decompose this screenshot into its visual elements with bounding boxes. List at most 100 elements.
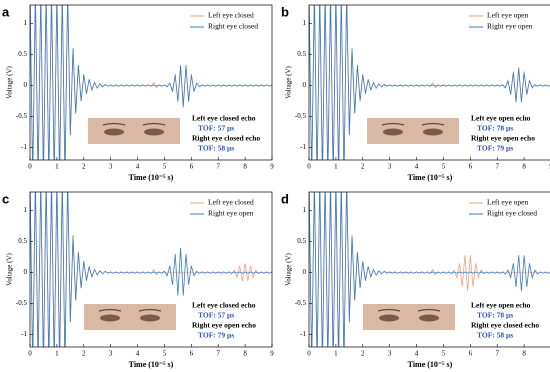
signal-line: [30, 192, 272, 347]
x-axis-label: Time (10⁻⁵ s): [408, 360, 453, 369]
x-axis-label: Time (10⁻⁵ s): [408, 173, 453, 182]
photo-bg: [88, 118, 180, 144]
panel: 0 1 2 3 4 5 6 7 8 -1 -0.5 0 0.5 1 Time (10⁻⁵ s) Voltage…: [281, 191, 550, 369]
x-tick-label: 9: [270, 350, 274, 358]
y-axis-label: Voltage (V): [285, 252, 293, 285]
brow: [381, 122, 405, 126]
x-tick-label: 3: [388, 350, 392, 358]
x-tick-label: 7: [216, 163, 220, 171]
y-tick-label: -1: [300, 143, 306, 151]
eye: [383, 128, 403, 136]
x-tick-label: 1: [55, 163, 59, 171]
y-tick-label: 1: [24, 19, 28, 27]
x-tick-label: 2: [82, 163, 86, 171]
x-tick-label: 0: [28, 163, 32, 171]
eye-photo: [367, 118, 459, 144]
eye: [104, 128, 124, 136]
x-tick-label: 0: [307, 163, 311, 171]
y-tick-label: -0.5: [16, 112, 28, 120]
x-tick-label: 0: [307, 350, 311, 358]
plot-frame: [308, 4, 550, 161]
y-tick-label: 0: [24, 268, 28, 276]
legend-label: Left eye open: [487, 198, 528, 207]
annotation: TOF: 79 μs: [198, 331, 234, 340]
eye-photo: [363, 304, 455, 330]
x-tick-label: 9: [270, 163, 274, 171]
x-tick-label: 1: [55, 350, 59, 358]
x-tick-label: 1: [334, 350, 338, 358]
y-tick-label: 0.5: [18, 237, 27, 245]
x-tick-label: 7: [495, 350, 499, 358]
y-axis-label: Voltage (V): [285, 65, 293, 98]
x-tick-label: 7: [495, 163, 499, 171]
annotation: TOF: 57 μs: [198, 124, 234, 133]
x-tick-label: 6: [469, 163, 473, 171]
legend-label: Right eye open: [487, 22, 533, 31]
x-tick-label: 8: [522, 350, 526, 358]
annotation: TOF: 58 μs: [477, 331, 513, 340]
annotation: TOF: 57 μs: [198, 311, 234, 320]
x-tick-label: 8: [522, 163, 526, 171]
annotation: Right eye closed echo: [471, 321, 539, 330]
y-tick-label: 1: [24, 206, 28, 214]
y-tick-label: 0: [303, 268, 307, 276]
brow: [377, 308, 401, 312]
legend-label: Right eye open: [208, 209, 254, 218]
x-tick-label: 5: [163, 350, 167, 358]
y-axis-label: Voltage (V): [6, 252, 14, 285]
panel-label: b: [281, 4, 289, 19]
annotation: TOF: 78 μs: [477, 124, 513, 133]
x-tick-label: 2: [82, 350, 86, 358]
x-tick-label: 4: [136, 350, 140, 358]
brow: [138, 308, 162, 312]
brow: [142, 122, 166, 126]
plot-frame: [29, 191, 273, 348]
x-tick-label: 2: [361, 350, 365, 358]
legend-label: Right eye closed: [487, 209, 537, 218]
y-tick-label: 1: [303, 19, 307, 27]
panel: 0 1 2 3 4 5 6 7 8 9 -1 -0.5 0 0.5 1 Time (10⁻⁵ s) Voltag…: [2, 191, 274, 369]
x-tick-label: 2: [361, 163, 365, 171]
signal-line: [30, 5, 272, 160]
y-tick-label: -1: [21, 330, 27, 338]
y-tick-label: -0.5: [295, 299, 307, 307]
eye: [423, 128, 443, 136]
plot-frame: [29, 4, 273, 161]
y-tick-label: 0.5: [297, 50, 306, 58]
panel-label: d: [281, 191, 289, 206]
annotation: TOF: 79 μs: [477, 144, 513, 153]
photo-bg: [367, 118, 459, 144]
plot-frame: [308, 191, 550, 348]
photo-bg: [363, 304, 455, 330]
y-tick-label: 0: [303, 81, 307, 89]
signal-line: [309, 192, 550, 347]
y-axis-label: Voltage (V): [6, 65, 14, 98]
brow: [102, 122, 126, 126]
annotation: Left eye open echo: [471, 114, 531, 123]
eye: [419, 314, 439, 322]
x-axis-label: Time (10⁻⁵ s): [129, 360, 174, 369]
x-tick-label: 5: [163, 163, 167, 171]
x-tick-label: 3: [109, 163, 113, 171]
x-tick-label: 7: [216, 350, 220, 358]
legend-label: Left eye closed: [208, 11, 254, 20]
y-tick-label: 1: [303, 206, 307, 214]
annotation: TOF: 78 μs: [477, 311, 513, 320]
panel-label: a: [2, 4, 10, 19]
annotation: Left eye closed echo: [192, 114, 256, 123]
x-tick-label: 4: [136, 163, 140, 171]
y-tick-label: -1: [21, 143, 27, 151]
x-tick-label: 3: [388, 163, 392, 171]
legend-label: Left eye open: [487, 11, 528, 20]
x-tick-label: 8: [243, 163, 247, 171]
annotation: Left eye closed echo: [192, 301, 256, 310]
annotation: Right eye closed echo: [192, 134, 260, 143]
x-tick-label: 5: [442, 163, 446, 171]
eye-photo: [84, 304, 176, 330]
y-tick-label: -0.5: [295, 112, 307, 120]
y-tick-label: -1: [300, 330, 306, 338]
legend-label: Right eye closed: [208, 22, 258, 31]
brow: [421, 122, 445, 126]
panel-label: c: [2, 191, 9, 206]
